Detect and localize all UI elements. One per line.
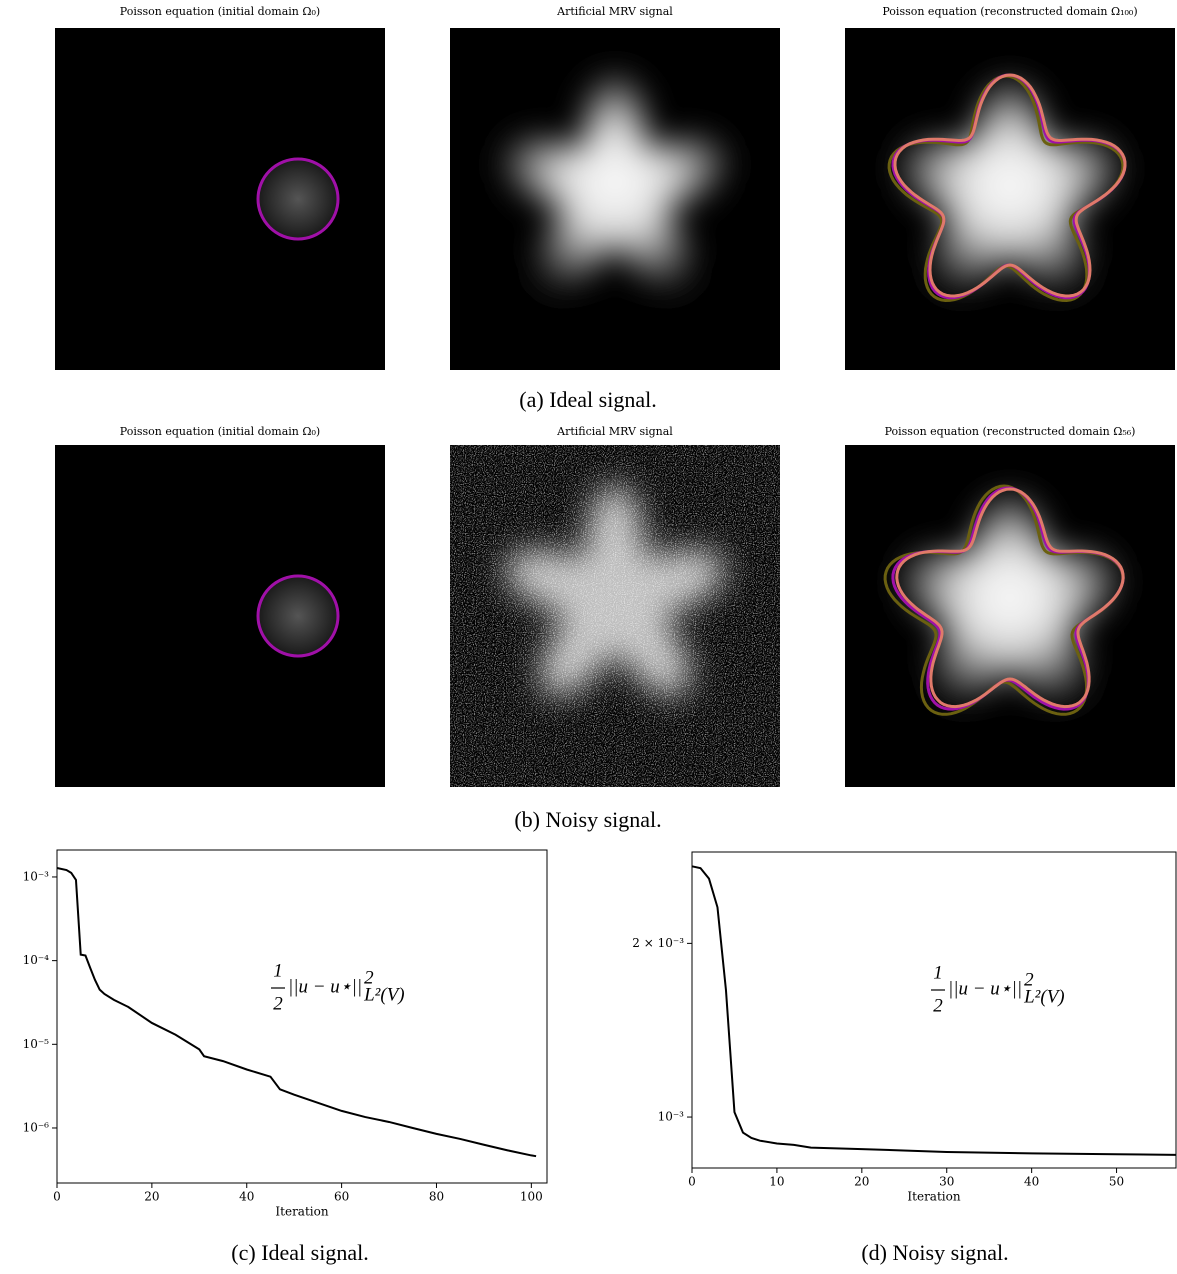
x-tick-label: 0	[53, 1190, 61, 1204]
panel-title: Poisson equation (initial domain Ω₀)	[120, 5, 320, 18]
x-tick-label: 10	[769, 1175, 784, 1189]
axes-frame	[57, 850, 547, 1183]
y-tick-label: 10⁻⁵	[23, 1037, 50, 1051]
line	[57, 868, 536, 1156]
caption: (b) Noisy signal.	[514, 807, 661, 832]
x-tick-label: 20	[144, 1190, 159, 1204]
annotation-sub: L²(V)	[363, 984, 405, 1005]
caption: (a) Ideal signal.	[519, 387, 656, 412]
figure: Poisson equation (initial domain Ω₀) Art…	[0, 0, 1177, 1274]
annotation-numerator: 1	[273, 960, 283, 981]
y-tick-label: 10⁻³	[658, 1110, 685, 1124]
annotation-expression: ||u − u⋆||	[288, 976, 362, 997]
annotation-denominator: 2	[273, 993, 283, 1014]
x-tick-label: 60	[334, 1190, 349, 1204]
x-axis-label: Iteration	[275, 1205, 328, 1219]
annotation-expression: ||u − u⋆||	[948, 978, 1022, 999]
y-tick-label: 2 × 10⁻³	[632, 936, 684, 950]
noisy-image	[450, 445, 780, 787]
caption: (d) Noisy signal.	[861, 1240, 1008, 1265]
panel-title: Artificial MRV signal	[556, 425, 673, 438]
panel-title: Poisson equation (initial domain Ω₀)	[120, 425, 320, 438]
domain-contour	[258, 159, 338, 239]
y-tick-label: 10⁻³	[23, 869, 50, 883]
x-tick-label: 80	[429, 1190, 444, 1204]
domain-contour	[258, 576, 338, 656]
x-tick-label: 50	[1109, 1175, 1124, 1189]
annotation-sub: L²(V)	[1023, 986, 1065, 1007]
panel-title: Poisson equation (reconstructed domain Ω…	[885, 425, 1136, 438]
annotation-numerator: 1	[933, 962, 943, 983]
y-tick-label: 10⁻⁶	[23, 1120, 50, 1134]
caption: (c) Ideal signal.	[231, 1240, 368, 1265]
x-tick-label: 20	[854, 1175, 869, 1189]
x-tick-label: 30	[939, 1175, 954, 1189]
annotation-denominator: 2	[933, 995, 943, 1016]
y-tick-label: 10⁻⁴	[23, 953, 50, 967]
x-tick-label: 40	[1024, 1175, 1039, 1189]
x-tick-label: 40	[239, 1190, 254, 1204]
panel-title: Poisson equation (reconstructed domain Ω…	[882, 5, 1137, 18]
x-axis-label: Iteration	[907, 1190, 960, 1204]
x-tick-label: 0	[688, 1175, 696, 1189]
x-tick-label: 100	[520, 1190, 543, 1204]
panel-title: Artificial MRV signal	[556, 5, 673, 18]
